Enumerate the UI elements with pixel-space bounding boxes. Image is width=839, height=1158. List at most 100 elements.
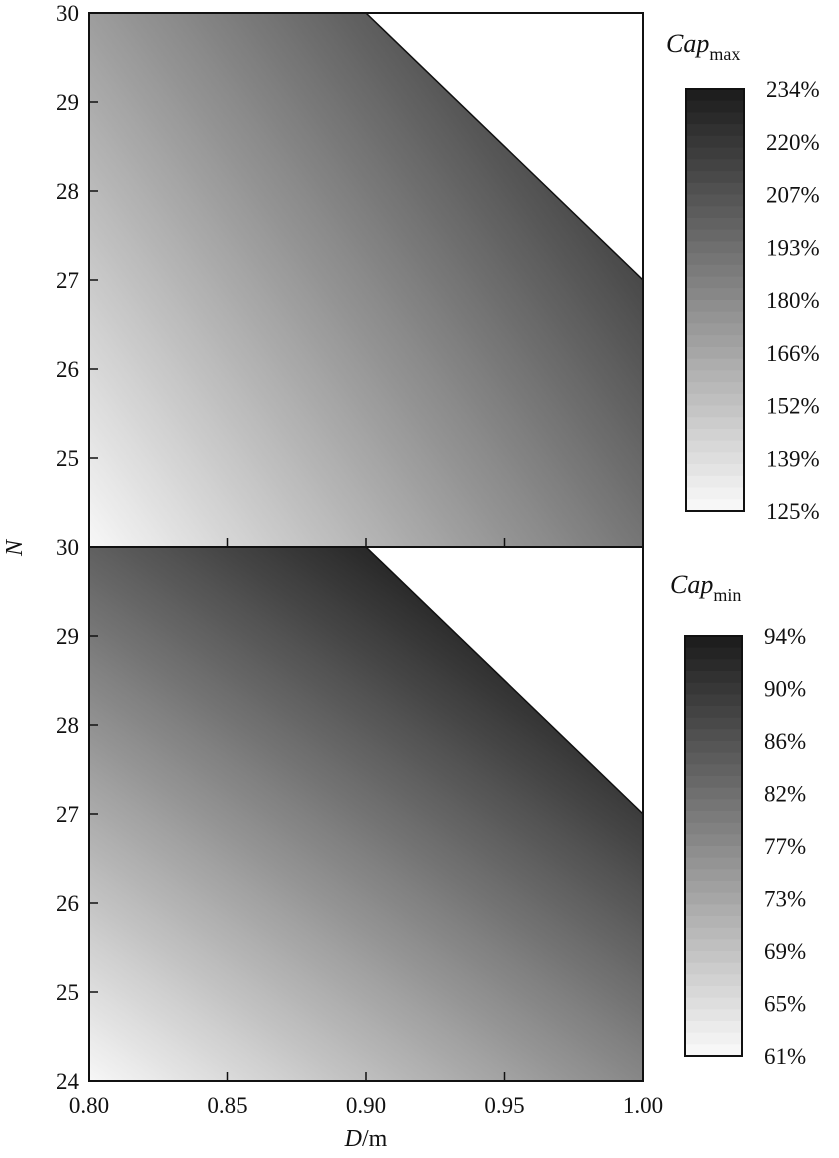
top-colorbar-label: 152%: [766, 394, 820, 419]
bot-y-tick-label: 29: [56, 624, 79, 649]
bottom-colorbar-label: 82%: [764, 782, 806, 807]
bottom-colorbar: Capmin 94% 90% 86% 82% 77% 73% 69% 65% 61%: [670, 570, 806, 1069]
top-colorbar-label: 125%: [766, 499, 820, 524]
top-colorbar-frame: [685, 88, 745, 512]
top-colorbar-label: 180%: [766, 288, 820, 313]
top-colorbar: Capmax 234% 220% 207% 193% 180% 166% 152% 139% 1…: [666, 29, 820, 524]
top-colorbar-band: [686, 89, 744, 102]
bottom-colorbar-band: [685, 811, 742, 824]
top-colorbar-labels: 234% 220% 207% 193% 180% 166% 152% 139% 125%: [766, 77, 820, 524]
x-tick-label: 0.85: [207, 1093, 247, 1118]
top-colorbar-band: [686, 276, 744, 289]
top-colorbar-band: [686, 264, 744, 278]
bottom-colorbar-band: [685, 1044, 742, 1057]
top-colorbar-label: 166%: [766, 341, 820, 366]
bot-y-tick-label: 26: [56, 891, 79, 916]
bottom-colorbar-band: [685, 636, 742, 649]
top-y-tick-label: 27: [56, 268, 79, 293]
bottom-colorbar-title-sub: min: [713, 585, 741, 605]
bottom-colorbar-band: [685, 951, 742, 964]
top-colorbar-band: [686, 241, 744, 254]
top-colorbar-band: [686, 147, 744, 160]
top-colorbar-band: [686, 300, 744, 313]
bottom-colorbar-band: [685, 939, 742, 952]
bottom-colorbar-band: [685, 706, 742, 719]
bottom-colorbar-band: [685, 986, 742, 999]
bottom-colorbar-band: [685, 892, 742, 905]
top-colorbar-band: [686, 100, 744, 114]
bottom-colorbar-band: [685, 752, 742, 765]
top-colorbar-band: [686, 311, 744, 325]
bottom-colorbar-band: [685, 787, 742, 800]
top-y-tick-label: 25: [56, 446, 79, 471]
top-y-tick-label: 30: [56, 1, 79, 26]
bottom-colorbar-label: 90%: [764, 677, 806, 702]
top-colorbar-band: [686, 182, 744, 196]
y-axis-title: N: [2, 538, 28, 557]
top-colorbar-label: 193%: [766, 235, 820, 260]
top-y-tick-label: 28: [56, 179, 79, 204]
bottom-colorbar-label: 94%: [764, 624, 806, 649]
bottom-colorbar-band: [685, 764, 742, 777]
top-colorbar-band: [686, 346, 744, 360]
bottom-colorbar-band: [685, 741, 742, 754]
top-colorbar-band: [686, 206, 744, 219]
top-colorbar-band: [686, 417, 744, 430]
top-colorbar-band: [686, 288, 744, 301]
top-colorbar-band: [686, 194, 744, 207]
bot-y-tick-label: 27: [56, 802, 79, 827]
bottom-colorbar-band: [685, 834, 742, 847]
bot-y-tick-label: 24: [56, 1069, 80, 1094]
bottom-colorbar-band: [685, 881, 742, 894]
bottom-colorbar-title-main: Cap: [670, 570, 713, 599]
top-x-ticks: [88, 538, 644, 547]
top-colorbar-band: [686, 405, 744, 418]
bottom-colorbar-label: 73%: [764, 887, 806, 912]
top-colorbar-band: [686, 452, 744, 465]
x-tick-label: 0.80: [69, 1093, 109, 1118]
bottom-colorbar-label: 86%: [764, 729, 806, 754]
top-colorbar-band: [686, 159, 744, 172]
top-colorbar-label: 234%: [766, 77, 820, 102]
bottom-colorbar-label: 65%: [764, 992, 806, 1017]
x-axis-title: D/m: [344, 1126, 388, 1152]
top-colorbar-band: [686, 499, 744, 512]
top-colorbar-label: 207%: [766, 183, 820, 208]
x-tick-label: 0.90: [346, 1093, 386, 1118]
top-colorbar-band: [686, 464, 744, 477]
x-tick-label: 1.00: [623, 1093, 663, 1118]
top-colorbar-band: [686, 487, 744, 500]
bottom-boundary-line: [365, 546, 644, 815]
bottom-colorbar-title: Capmin: [670, 570, 741, 605]
bottom-colorbar-band: [685, 776, 742, 789]
bottom-colorbar-band: [685, 799, 742, 812]
bottom-colorbar-band: [685, 1032, 742, 1045]
bottom-colorbar-band: [685, 974, 742, 987]
bottom-colorbar-band: [685, 962, 742, 975]
bottom-colorbar-band: [685, 997, 742, 1010]
bot-y-tick-label: 28: [56, 713, 79, 738]
bottom-colorbar-band: [685, 1009, 742, 1022]
bottom-colorbar-label: 69%: [764, 939, 806, 964]
top-colorbar-label: 220%: [766, 130, 820, 155]
top-colorbar-band: [686, 382, 744, 395]
bottom-colorbar-band: [685, 1021, 742, 1034]
top-colorbar-band: [686, 217, 744, 231]
bottom-colorbar-band: [685, 869, 742, 882]
top-colorbar-band: [686, 393, 744, 407]
bottom-colorbar-band: [685, 647, 742, 660]
bottom-colorbar-label: 61%: [764, 1044, 806, 1069]
top-colorbar-title-main: Cap: [666, 29, 709, 58]
top-boundary-line: [365, 12, 644, 281]
bottom-x-axis: 0.80 0.85 0.90 0.95 1.00: [69, 1072, 663, 1118]
top-y-tick-label: 29: [56, 90, 79, 115]
top-colorbar-title: Capmax: [666, 29, 740, 64]
bottom-panel-capmin: 24 25 26 27 28 29 30 0.80 0.85 0.90 0.95 1.00: [56, 535, 663, 1118]
top-y-axis: 25 26 27 28 29 30: [56, 1, 98, 471]
top-colorbar-band: [686, 253, 744, 266]
bottom-colorbar-band: [685, 717, 742, 730]
top-colorbar-gradient: [685, 88, 745, 512]
bottom-colorbar-band: [685, 659, 742, 672]
top-colorbar-band: [686, 428, 744, 442]
